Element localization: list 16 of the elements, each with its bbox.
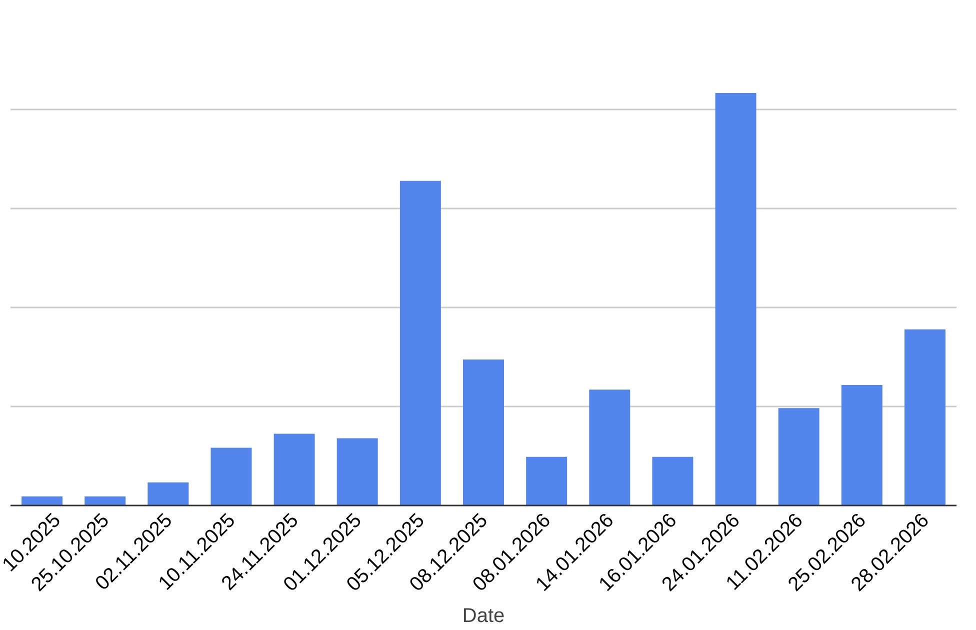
bar — [463, 359, 504, 506]
bar — [400, 180, 441, 506]
bar — [841, 385, 882, 506]
bar — [210, 448, 252, 506]
bar — [148, 482, 189, 506]
bar — [652, 456, 694, 506]
bar — [274, 434, 315, 506]
bar — [336, 438, 378, 506]
bar — [589, 390, 630, 506]
bar — [904, 329, 946, 506]
bar — [526, 456, 568, 506]
bar — [22, 496, 63, 506]
bar — [715, 93, 756, 506]
bar — [778, 408, 820, 506]
bar — [84, 496, 126, 506]
x-axis-title: Date — [462, 605, 505, 628]
